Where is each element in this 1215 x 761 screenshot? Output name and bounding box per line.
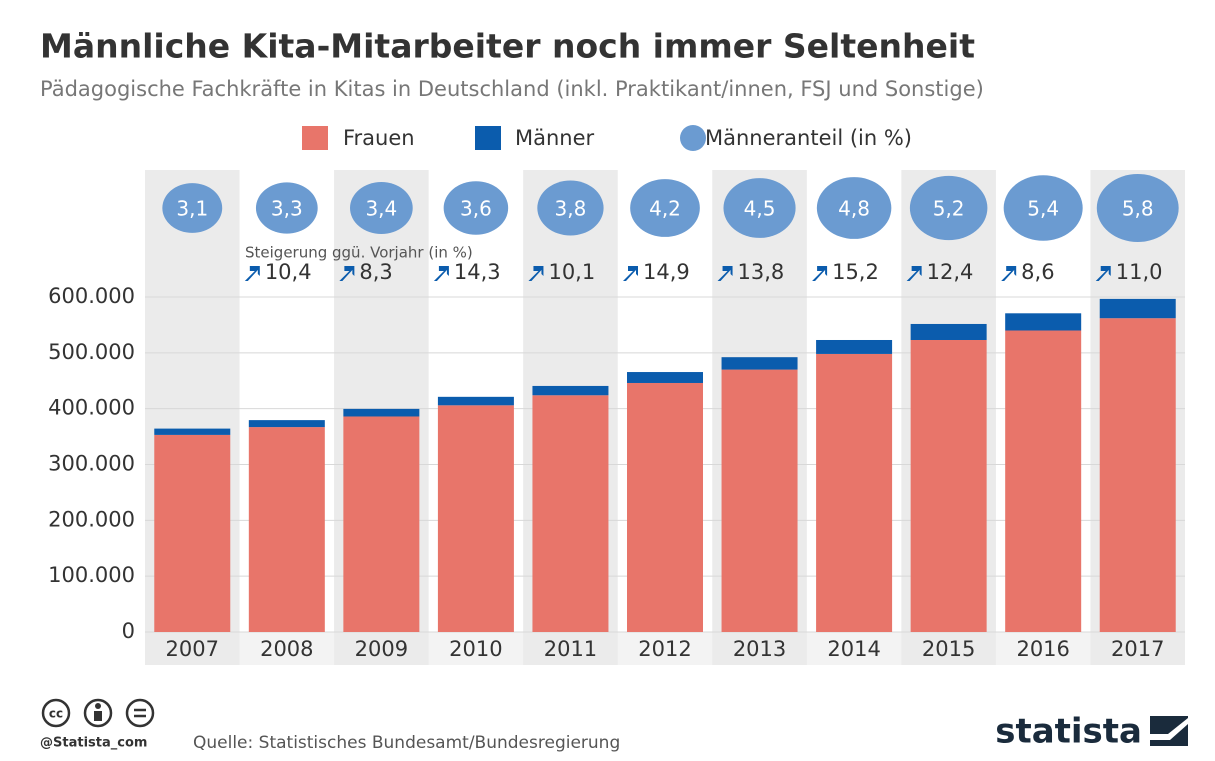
handle: @Statista_com bbox=[40, 736, 147, 751]
bar-segment bbox=[627, 372, 703, 383]
x-tick-label: 2010 bbox=[449, 637, 502, 661]
legend-label: Männeranteil (in %) bbox=[705, 126, 912, 150]
y-tick-label: 400.000 bbox=[48, 396, 135, 420]
y-tick-label: 0 bbox=[122, 619, 135, 643]
share-label: 3,4 bbox=[365, 197, 397, 221]
legend-swatch bbox=[302, 126, 328, 150]
share-label: 4,2 bbox=[649, 197, 681, 221]
y-tick-label: 600.000 bbox=[48, 284, 135, 308]
svg-text:cc: cc bbox=[49, 707, 63, 721]
bar-segment bbox=[1005, 331, 1081, 633]
source: Quelle: Statistisches Bundesamt/Bundesre… bbox=[193, 733, 620, 753]
license-icons: cc bbox=[43, 700, 153, 726]
growth-caption: Steigerung ggü. Vorjahr (in %) bbox=[245, 244, 473, 262]
growth-label: 15,2 bbox=[832, 260, 879, 284]
growth-label: 13,8 bbox=[738, 260, 785, 284]
bar-segment bbox=[911, 324, 987, 340]
growth-label: 12,4 bbox=[927, 260, 974, 284]
bar-segment bbox=[343, 409, 419, 417]
chart-subtitle: Pädagogische Fachkräfte in Kitas in Deut… bbox=[40, 77, 984, 101]
x-tick-label: 2008 bbox=[260, 637, 313, 661]
share-label: 3,8 bbox=[555, 197, 587, 221]
growth-arrow bbox=[434, 266, 449, 281]
legend-swatch bbox=[475, 126, 501, 150]
x-tick-label: 2011 bbox=[544, 637, 597, 661]
bar-segment bbox=[1100, 299, 1176, 318]
y-tick-label: 100.000 bbox=[48, 563, 135, 587]
bar-segment bbox=[154, 429, 230, 435]
share-label: 5,8 bbox=[1122, 197, 1154, 221]
share-label: 4,5 bbox=[744, 197, 776, 221]
y-tick-label: 300.000 bbox=[48, 452, 135, 476]
bar-segment bbox=[911, 340, 987, 632]
chart-title: Männliche Kita-Mitarbeiter noch immer Se… bbox=[40, 27, 975, 66]
x-tick-label: 2013 bbox=[733, 637, 786, 661]
bar-segment bbox=[816, 354, 892, 632]
bar-segment bbox=[249, 420, 325, 427]
bar-segment bbox=[343, 416, 419, 632]
growth-arrow bbox=[245, 266, 260, 281]
bar-segment bbox=[154, 435, 230, 632]
bar-segment bbox=[816, 340, 892, 354]
growth-label: 8,6 bbox=[1021, 260, 1054, 284]
growth-label: 11,0 bbox=[1116, 260, 1163, 284]
bar-segment bbox=[722, 357, 798, 369]
growth-label: 10,1 bbox=[548, 260, 595, 284]
legend-label: Frauen bbox=[343, 126, 415, 150]
y-tick-label: 200.000 bbox=[48, 507, 135, 531]
growth-arrow bbox=[1001, 266, 1016, 281]
bar-segment bbox=[249, 427, 325, 632]
x-tick-label: 2017 bbox=[1111, 637, 1164, 661]
x-tick-label: 2014 bbox=[827, 637, 880, 661]
x-tick-label: 2007 bbox=[166, 637, 219, 661]
share-label: 3,1 bbox=[176, 197, 208, 221]
share-label: 5,4 bbox=[1027, 197, 1059, 221]
share-label: 3,3 bbox=[271, 197, 303, 221]
growth-label: 14,9 bbox=[643, 260, 690, 284]
bar-segment bbox=[532, 395, 608, 632]
bar-segment bbox=[438, 405, 514, 632]
brand-logo bbox=[1150, 716, 1188, 746]
share-label: 3,6 bbox=[460, 197, 492, 221]
growth-arrow bbox=[623, 266, 638, 281]
bar-segment bbox=[722, 370, 798, 632]
bar-segment bbox=[532, 386, 608, 395]
chart: Männliche Kita-Mitarbeiter noch immer Se… bbox=[0, 0, 1215, 761]
y-tick-label: 500.000 bbox=[48, 340, 135, 364]
share-label: 5,2 bbox=[933, 197, 965, 221]
bar-segment bbox=[1100, 318, 1176, 632]
bar-segment bbox=[1005, 313, 1081, 330]
growth-label: 10,4 bbox=[265, 260, 312, 284]
x-tick-label: 2012 bbox=[638, 637, 691, 661]
x-tick-label: 2009 bbox=[355, 637, 408, 661]
x-tick-label: 2015 bbox=[922, 637, 975, 661]
growth-arrow bbox=[812, 266, 827, 281]
growth-label: 8,3 bbox=[359, 260, 392, 284]
legend-label: Männer bbox=[515, 126, 595, 150]
x-tick-label: 2016 bbox=[1016, 637, 1069, 661]
bar-segment bbox=[438, 397, 514, 405]
legend-swatch bbox=[680, 125, 706, 151]
growth-label: 14,3 bbox=[454, 260, 501, 284]
brand: statista bbox=[995, 712, 1142, 752]
bar-segment bbox=[627, 383, 703, 632]
share-label: 4,8 bbox=[838, 197, 870, 221]
